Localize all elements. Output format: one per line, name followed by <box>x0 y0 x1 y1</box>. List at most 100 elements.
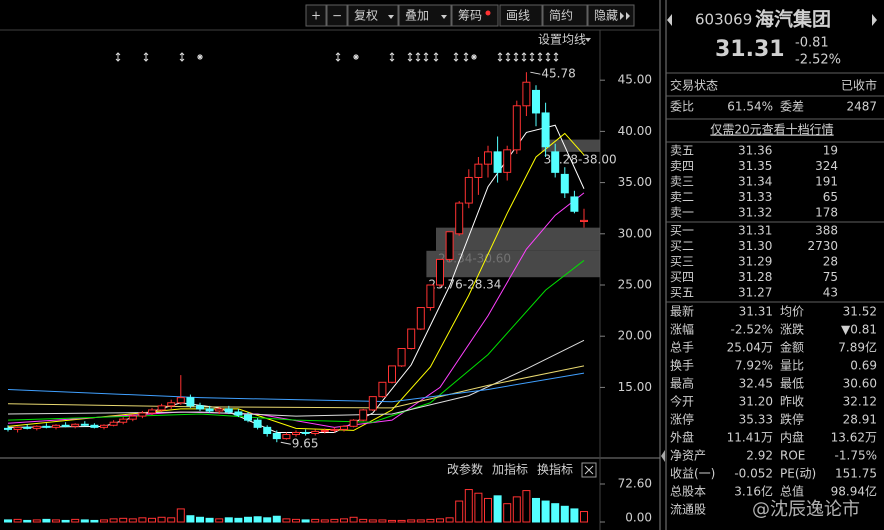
volume-bar <box>100 519 108 523</box>
volume-bar <box>340 518 348 523</box>
toolbar-label[interactable]: 简约 <box>549 8 573 23</box>
indicator-button[interactable]: 加指标 <box>492 462 528 477</box>
toolbar-label[interactable]: 叠加 <box>405 9 429 23</box>
event-marker[interactable] <box>513 52 519 62</box>
book-volume: 19 <box>823 144 838 158</box>
candle-body <box>272 432 281 440</box>
promo-link[interactable]: 仅需20元查看十档行情 <box>710 123 833 137</box>
candle-body <box>397 347 406 367</box>
candle-body <box>71 423 80 427</box>
toolbar-button[interactable] <box>347 4 399 27</box>
stat-value: 3.16亿 <box>734 484 773 499</box>
event-marker[interactable] <box>553 52 559 62</box>
candle-body <box>80 423 89 426</box>
toolbar-button[interactable] <box>451 4 499 27</box>
event-marker[interactable] <box>407 52 413 62</box>
toolbar-label[interactable]: 筹码 <box>458 9 482 23</box>
event-marker[interactable] <box>545 52 551 62</box>
event-marker[interactable] <box>143 52 149 62</box>
volume-bar <box>349 516 358 523</box>
y-tick-label: 25.00 <box>618 278 652 292</box>
volume-bar <box>282 518 291 523</box>
event-marker[interactable] <box>471 54 477 60</box>
candle-body <box>244 414 252 421</box>
event-marker[interactable] <box>335 52 341 62</box>
volume-bar <box>138 517 147 523</box>
candle-body <box>253 419 262 428</box>
toolbar-label[interactable]: − <box>332 9 342 23</box>
event-marker[interactable] <box>415 52 421 62</box>
close-box[interactable] <box>581 462 597 478</box>
stat-value: 32.12 <box>843 395 877 409</box>
indicator-button[interactable]: 换指标 <box>537 462 573 477</box>
candle-body <box>196 405 204 410</box>
toolbar-button[interactable] <box>542 4 588 27</box>
toolbar-label[interactable]: 画线 <box>506 9 530 23</box>
stat-value: 28.91 <box>843 413 877 427</box>
candle-body <box>13 426 22 430</box>
toolbar-label[interactable]: + <box>311 9 321 23</box>
stat-label: PE(动) <box>780 467 816 481</box>
event-marker[interactable] <box>433 52 439 62</box>
stat-label: 今开 <box>670 394 694 409</box>
candle-body <box>109 421 118 426</box>
event-marker[interactable] <box>179 52 185 62</box>
indicator-button[interactable]: 改参数 <box>447 462 483 477</box>
collapse-arrow[interactable] <box>661 450 665 462</box>
event-marker[interactable] <box>505 52 511 62</box>
volume-bar <box>522 490 531 523</box>
volume-bar <box>541 500 550 523</box>
event-marker[interactable] <box>463 52 469 62</box>
candle-body <box>416 307 425 330</box>
stat-label: 最低 <box>780 377 804 391</box>
volume-bar <box>388 519 396 523</box>
stat-label: 涨幅 <box>670 322 694 337</box>
volume-bar <box>90 519 99 523</box>
book-price: 31.29 <box>738 255 772 269</box>
toolbar-label[interactable]: 复权 <box>354 9 378 23</box>
stat-label: 总值 <box>780 484 804 499</box>
event-marker[interactable] <box>197 54 203 60</box>
event-marker[interactable] <box>115 52 121 62</box>
book-price: 31.31 <box>738 224 772 238</box>
toolbar-button[interactable] <box>499 4 543 27</box>
dot-icon <box>485 10 491 16</box>
volume-bar <box>311 518 320 523</box>
book-label: 买一 <box>670 224 694 238</box>
stat-label: 总手 <box>670 341 694 355</box>
toolbar-button[interactable] <box>587 4 635 27</box>
event-marker[interactable] <box>353 54 359 60</box>
stat-value: 98.94亿 <box>831 484 877 499</box>
separators <box>666 72 884 303</box>
volume-bar <box>330 518 339 523</box>
event-marker[interactable] <box>537 52 543 62</box>
event-marker[interactable] <box>423 52 429 62</box>
candle-body <box>320 429 329 432</box>
volume-bar <box>80 519 89 523</box>
volume-bar <box>416 519 425 523</box>
volume-bar <box>570 508 579 523</box>
volume-bar <box>560 505 569 523</box>
ma-setting[interactable]: 设置均线 <box>538 33 586 47</box>
event-marker[interactable] <box>497 52 503 62</box>
volume-bar <box>445 517 454 523</box>
toolbar-label[interactable]: 隐藏 <box>594 9 618 23</box>
stat-label: 外盘 <box>670 430 694 445</box>
stat-label: 内盘 <box>780 430 804 445</box>
event-marker[interactable] <box>521 52 527 62</box>
event-marker[interactable] <box>529 52 535 62</box>
toolbar-button[interactable] <box>398 4 452 27</box>
toolbar-button[interactable] <box>305 4 327 27</box>
close-icon[interactable] <box>584 465 594 475</box>
event-marker[interactable] <box>453 52 459 62</box>
book-volume: 191 <box>815 175 838 189</box>
watermark: @沈辰逸论市 <box>752 499 860 520</box>
event-marker[interactable] <box>389 52 395 62</box>
toolbar-button[interactable] <box>326 4 348 27</box>
volume-bar <box>52 519 60 523</box>
candle-body <box>330 428 339 431</box>
stat-label: 量比 <box>780 359 804 373</box>
volume-bar <box>301 519 310 523</box>
candle-body <box>340 425 348 430</box>
candle-body <box>138 412 147 417</box>
